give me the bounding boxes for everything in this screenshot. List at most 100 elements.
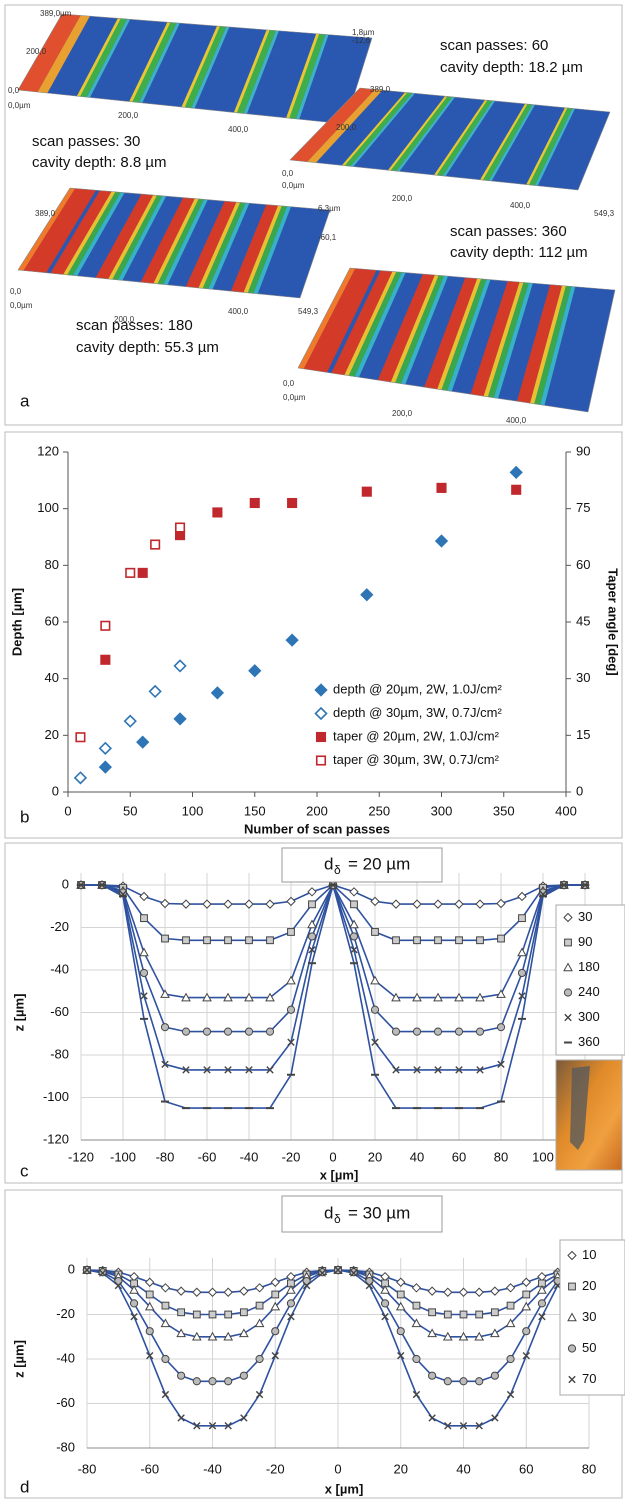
marker xyxy=(139,947,149,957)
chart-title-suffix: = 30 µm xyxy=(348,1203,410,1222)
marker xyxy=(361,486,372,497)
marker xyxy=(139,891,149,902)
marker xyxy=(137,567,148,578)
marker xyxy=(254,1318,265,1328)
legend-marker xyxy=(314,706,328,721)
marker xyxy=(161,1060,169,1069)
surface-band xyxy=(303,268,377,373)
surface-band xyxy=(184,26,227,109)
marker xyxy=(224,1422,232,1430)
surface-axis-label: 389,0µm xyxy=(40,9,72,18)
legend-label: 30 xyxy=(582,1309,596,1324)
legend-marker xyxy=(567,1344,577,1353)
marker xyxy=(444,1422,452,1430)
surface-band xyxy=(400,275,449,385)
x-tick-label: 300 xyxy=(431,803,453,818)
surface-band xyxy=(230,204,278,293)
x-tick-label: 20 xyxy=(368,1149,382,1164)
legend-label: taper @ 30µm, 3W, 0.7J/cm² xyxy=(333,752,500,767)
title-box xyxy=(281,1195,443,1233)
surface-axis-label: 0,0µm xyxy=(8,101,31,110)
marker xyxy=(459,1377,468,1386)
surface-band xyxy=(157,198,204,285)
surface-edge xyxy=(289,87,361,161)
surface-band xyxy=(237,30,276,114)
chart-title: d xyxy=(324,854,333,873)
marker xyxy=(497,934,505,943)
marker xyxy=(433,1027,443,1036)
caption: cavity depth: 18.2 µm xyxy=(440,59,583,76)
y-tick-label: -40 xyxy=(50,961,69,976)
marker xyxy=(208,1310,217,1319)
marker xyxy=(391,899,401,909)
surface-edge xyxy=(587,289,616,413)
marker xyxy=(224,1377,233,1386)
marker xyxy=(396,1327,405,1336)
marker xyxy=(223,1027,233,1036)
marker xyxy=(349,887,359,897)
marker xyxy=(475,1310,484,1319)
surface-band xyxy=(18,188,76,271)
marker xyxy=(173,659,187,673)
surface-band xyxy=(424,277,478,390)
x-tick-label: -80 xyxy=(156,1149,175,1164)
surface-band xyxy=(434,100,488,176)
surface-band xyxy=(390,96,453,172)
marker xyxy=(411,1283,422,1293)
y-tick-label: -80 xyxy=(50,1046,69,1061)
marker xyxy=(434,936,442,945)
surface-edge xyxy=(299,209,331,299)
x-tick-label: -100 xyxy=(110,1149,136,1164)
surface-band xyxy=(181,26,221,108)
marker xyxy=(193,1422,201,1430)
x-tick-label: 60 xyxy=(519,1461,533,1476)
marker xyxy=(98,760,112,774)
y-tick-label: 40 xyxy=(45,670,59,685)
marker xyxy=(139,968,149,978)
marker xyxy=(334,1266,342,1274)
surface-band xyxy=(233,29,270,113)
legend-box xyxy=(555,904,625,1056)
marker xyxy=(254,1283,265,1293)
marker xyxy=(308,900,316,909)
legend-marker xyxy=(564,1013,572,1022)
x-tick-label: 0 xyxy=(334,1461,341,1476)
marker xyxy=(144,1301,155,1311)
marker xyxy=(287,497,298,509)
marker xyxy=(223,1331,234,1341)
legend-label: depth @ 20µm, 2W, 1.0J/cm² xyxy=(333,681,502,696)
surface-band xyxy=(202,202,246,289)
marker xyxy=(428,1308,437,1317)
marker xyxy=(123,714,137,728)
marker xyxy=(239,1286,249,1296)
marker xyxy=(223,992,233,1002)
surface-edge xyxy=(359,87,611,113)
x-tick-label: -120 xyxy=(68,1149,94,1164)
chart-title-subscript: δ xyxy=(334,863,341,877)
y-tick-label: 120 xyxy=(37,443,59,458)
marker xyxy=(239,1371,248,1380)
surface-axis-label: 0,0µm xyxy=(283,393,306,402)
marker xyxy=(161,934,169,943)
marker xyxy=(240,1414,248,1422)
marker xyxy=(224,1310,233,1319)
y2-tick-label: 45 xyxy=(576,613,590,628)
surface-edge xyxy=(17,89,346,125)
y-tick-label: 100 xyxy=(37,500,59,515)
surface-band xyxy=(289,33,326,119)
surface-band xyxy=(488,104,535,181)
marker xyxy=(506,1301,515,1310)
legend-label: 50 xyxy=(582,1340,596,1355)
marker xyxy=(517,968,527,978)
y-tick-label: -60 xyxy=(56,1395,75,1410)
legend-label: 240 xyxy=(578,984,600,999)
marker xyxy=(474,1331,485,1341)
marker xyxy=(436,482,447,493)
surface-band xyxy=(534,285,572,405)
marker xyxy=(392,1066,400,1074)
marker xyxy=(136,735,150,749)
marker xyxy=(380,1285,390,1294)
marker xyxy=(210,686,225,700)
marker xyxy=(521,1277,531,1287)
marker xyxy=(223,1287,233,1297)
